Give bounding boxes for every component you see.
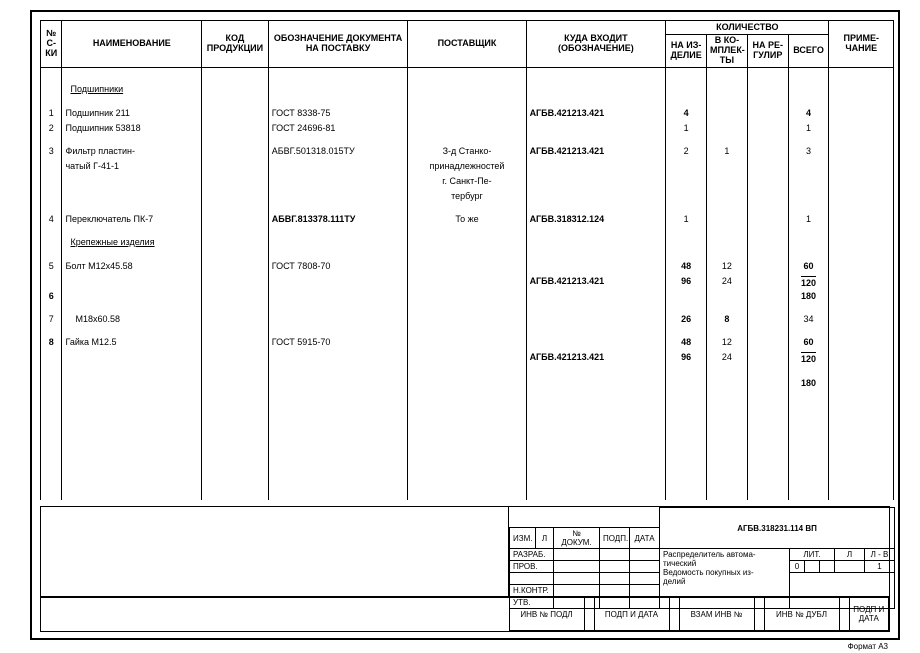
table-row: 8 Гайка М12.5 ГОСТ 5915-70 48 12 60 [41, 336, 894, 351]
col-qty2: В КО-МПЛЕК-ТЫ [707, 35, 748, 68]
col-qty4: ВСЕГО [788, 35, 829, 68]
col-qty1: НА ИЗ-ДЕЛИЕ [666, 35, 707, 68]
col-doc: ОБОЗНАЧЕНИЕ ДОКУМЕНТА НА ПОСТАВКУ [268, 21, 408, 68]
section-fasteners: Крепежные изделия [71, 237, 155, 247]
col-qty3: НА РЕ-ГУЛИР [747, 35, 788, 68]
col-qty-group: КОЛИЧЕСТВО [666, 21, 829, 35]
col-name: НАИМЕНОВАНИЕ [62, 21, 202, 68]
drawing-frame: № С-КИ НАИМЕНОВАНИЕ КОД ПРОДУКЦИИ ОБОЗНА… [30, 10, 900, 640]
col-supplier: ПОСТАВЩИК [408, 21, 526, 68]
table-row: 3 Фильтр пластин- АБВГ.501318.015ТУ З-д … [41, 145, 894, 160]
section-bearings: Подшипники [71, 84, 124, 94]
col-no: № С-КИ [41, 21, 62, 68]
col-code: КОД ПРОДУКЦИИ [202, 21, 269, 68]
format-label: Формат А3 [848, 642, 888, 651]
col-note: ПРИМЕ-ЧАНИЕ [829, 21, 894, 68]
footer-strip: ИНВ № ПОДЛ ПОДП И ДАТА ВЗАМ ИНВ № ИНВ № … [41, 597, 889, 631]
table-row: 4 Переключатель ПК-7 АБВГ.813378.111ТУ Т… [41, 213, 894, 228]
drawing-code: АГБВ.318231.114 ВП [660, 508, 895, 549]
title-block: АГБВ.318231.114 ВП ИЗМ. Л № ДОКУМ. ПОДП.… [40, 506, 890, 632]
table-row: 2 Подшипник 53818 ГОСТ 24696-81 1 1 [41, 122, 894, 137]
table-row: 6 180 [41, 290, 894, 305]
table-row: 1 Подшипник 211 ГОСТ 8338-75 АГБВ.421213… [41, 107, 894, 122]
table-row: 7 М18х60.58 26 8 34 [41, 313, 894, 328]
col-where: КУДА ВХОДИТ (ОБОЗНАЧЕНИЕ) [526, 21, 666, 68]
table-row: 5 Болт М12х45.58 ГОСТ 7808-70 48 12 60 [41, 260, 894, 275]
bom-table: № С-КИ НАИМЕНОВАНИЕ КОД ПРОДУКЦИИ ОБОЗНА… [40, 20, 894, 500]
